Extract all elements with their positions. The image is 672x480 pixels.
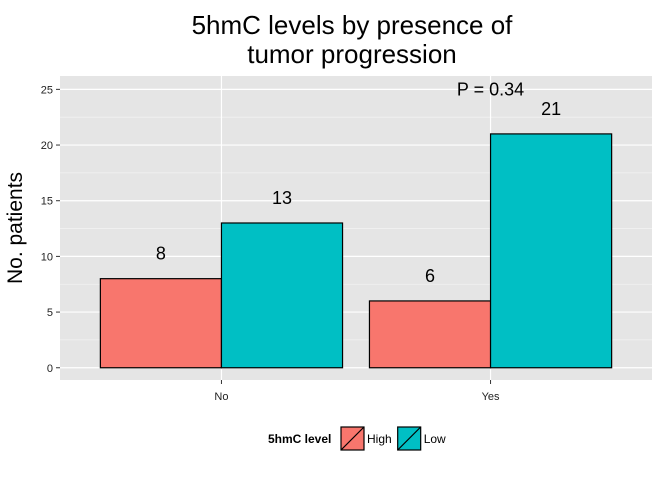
y-tick-label: 0 [47,363,53,375]
bar-low-no [220,222,344,369]
chart-title-line-1: 5hmC levels by presence of [192,10,514,40]
y-tick-label: 10 [41,251,53,263]
y-tick-label: 20 [41,140,53,152]
bar-value-label: 8 [156,244,166,264]
legend-label: High [367,432,392,446]
legend-title: 5hmC level [268,432,331,446]
p-value-annotation: P = 0.34 [457,79,524,99]
bar-low-yes [489,133,613,369]
bar-value-label: 13 [272,188,292,208]
y-tick-label: 25 [41,84,53,96]
bar-value-label: 6 [425,266,435,286]
bar-high-yes [368,300,492,369]
y-tick-label: 15 [41,196,53,208]
legend-label: Low [424,432,446,446]
x-tick-label: Yes [482,391,500,403]
chart-title-line-2: tumor progression [247,39,457,69]
bar-labels: 8 13 6 21 [156,99,561,286]
bar-value-label: 21 [541,99,561,119]
legend: 5hmC level High Low [268,426,446,451]
y-tick-label: 5 [47,307,53,319]
legend-key-high: High [340,426,392,451]
bar-high-no [99,278,223,369]
legend-swatch-slash [397,426,422,451]
x-axis-ticks: No Yes [214,380,500,403]
legend-key-low: Low [397,426,446,451]
legend-swatch-slash [340,426,365,451]
bars [99,133,613,369]
x-tick-label: No [214,391,228,403]
y-axis-title: No. patients [4,172,27,284]
y-axis-ticks: 0 5 10 15 20 25 [41,84,60,375]
